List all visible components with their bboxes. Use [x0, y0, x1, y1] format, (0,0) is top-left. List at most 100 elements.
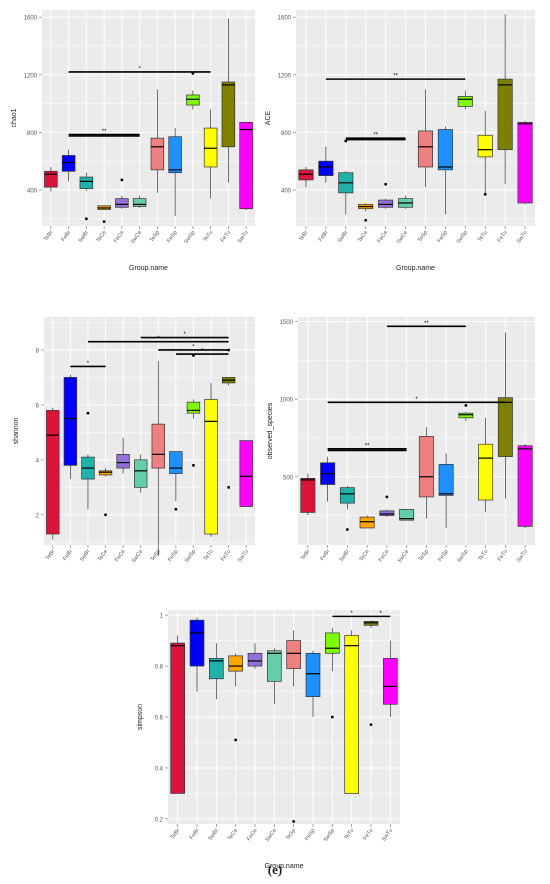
box-FeBr: [189, 617, 205, 692]
box-body: [63, 377, 78, 466]
box-TeSp: [286, 630, 301, 823]
x-tick-label: TeCe: [227, 828, 239, 842]
y-tick-label: 6: [36, 403, 40, 409]
box-body: [298, 169, 314, 181]
box-FeTu: [221, 18, 236, 183]
outlier-point: [174, 507, 178, 511]
box-TeTu: [477, 110, 493, 196]
y-axis-label: chao1: [11, 108, 18, 127]
box-body: [79, 176, 94, 189]
x-tick-label: TeSp: [149, 230, 161, 244]
x-axis-label: Group.name: [129, 265, 168, 272]
box-FeBr: [318, 146, 334, 183]
chao1-panel: 400 800 1200 1600 chao1 TeBr FeBr SwBr TeCe FeCe S…: [0, 0, 272, 280]
outlier-point: [227, 485, 231, 489]
significance-label: *: [201, 349, 204, 355]
box-FeCe: [247, 643, 263, 669]
box-FeCe: [115, 178, 129, 209]
box-body: [497, 397, 513, 457]
box-body: [417, 130, 433, 168]
x-tick-label: FeTu: [497, 230, 509, 244]
x-tick-label: SwBr: [78, 230, 91, 244]
box-FeBr: [63, 374, 78, 480]
x-tick-label: TeTu: [477, 549, 489, 562]
box-TeSp: [417, 89, 433, 188]
x-tick-label: SwSp: [456, 549, 469, 564]
box-TeBr: [170, 635, 185, 794]
box-body: [399, 508, 415, 521]
x-tick-label: SwTu: [381, 828, 394, 843]
x-tick-label: FeCe: [377, 230, 390, 244]
outlier-point: [292, 820, 296, 823]
box-body: [189, 619, 205, 667]
x-tick-label: TeBr: [298, 230, 309, 243]
outlier-point: [234, 738, 238, 742]
x-tick-label: FeTu: [220, 549, 232, 563]
y-tick-label: 1200: [24, 73, 38, 79]
plot-background: [44, 317, 255, 545]
x-axis-label: Group.name: [265, 863, 304, 870]
x-tick-label: FeTu: [497, 549, 509, 563]
x-tick-label: SwBr: [208, 828, 221, 842]
outlier-point: [385, 495, 389, 499]
box-body: [438, 463, 454, 496]
x-axis-label: Group.name: [396, 265, 435, 272]
x-tick-label: SwSp: [183, 230, 196, 245]
y-tick-label: 1200: [278, 73, 292, 79]
box-FeSp: [305, 650, 321, 717]
box-FeTu: [221, 348, 236, 489]
box-SwCe: [267, 648, 282, 705]
x-tick-label: TeCe: [95, 230, 107, 244]
y-tick-label: 0.4: [155, 766, 164, 772]
x-tick-label: TeSp: [285, 828, 297, 842]
figure-caption: (e): [267, 862, 283, 877]
x-tick-label: TeSp: [417, 230, 429, 244]
shannon-panel: 2 4 6 8 shannon TeBr FeBr SwBr TeCe FeCe SwCe TeSp F…: [0, 305, 272, 577]
x-tick-label: SwCe: [265, 828, 278, 843]
box-SwTu: [239, 440, 253, 507]
box-body: [186, 401, 201, 414]
x-tick-label: SwSp: [456, 230, 469, 245]
box-body: [61, 155, 76, 172]
y-axis-label: observed_species: [267, 402, 274, 459]
x-tick-label: TeSp: [418, 549, 430, 563]
y-tick-label: 0.6: [155, 716, 164, 722]
box-SwBr: [338, 139, 354, 215]
box-body: [359, 516, 375, 529]
significance-label: *: [183, 332, 186, 338]
chao1-chart: 400 800 1200 1600 chao1 TeBr FeBr SwBr TeCe FeCe S…: [11, 10, 255, 272]
x-tick-label: SwBr: [79, 549, 92, 563]
x-tick-label: TeCe: [97, 549, 109, 563]
box-body: [168, 136, 182, 174]
box-SwCe: [134, 454, 148, 493]
x-tick-label: FeSp: [166, 230, 178, 244]
box-SwTu: [517, 444, 533, 528]
x-tick-label: FeBr: [318, 230, 330, 243]
outlier-point: [102, 220, 106, 224]
x-tick-label: FeTu: [362, 828, 374, 842]
outlier-point: [464, 404, 468, 407]
box-SwTu: [383, 640, 398, 717]
box-TeSp: [150, 89, 165, 193]
significance-label: *: [192, 344, 195, 350]
outlier-point: [86, 411, 90, 415]
box-SwBr: [209, 643, 224, 700]
y-tick-label: 1000: [280, 398, 294, 404]
x-tick-label: SwCe: [131, 549, 144, 564]
box-FeTu: [497, 332, 513, 499]
box-body: [116, 453, 130, 469]
x-tick-label: SwSp: [184, 549, 197, 564]
box-body: [325, 632, 340, 654]
box-TeBr: [44, 166, 58, 192]
box-SwBr: [81, 411, 95, 510]
box-body: [98, 470, 113, 476]
significance-label: *: [350, 611, 353, 617]
box-body: [318, 160, 334, 176]
x-tick-label: FeBr: [62, 549, 74, 562]
x-tick-label: SwCe: [396, 230, 409, 245]
y-axis-label: ACE: [265, 110, 272, 125]
box-FeBr: [320, 456, 336, 502]
box-body: [209, 658, 224, 680]
ace-panel: 400 800 1200 1600 ACE TeBr FeBr SwBr TeCe FeCe SwC…: [265, 0, 550, 280]
outlier-point: [483, 192, 487, 196]
